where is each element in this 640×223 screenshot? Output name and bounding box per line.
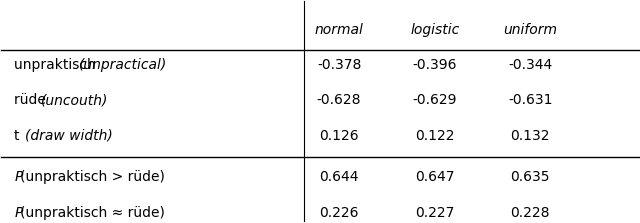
Text: normal: normal: [315, 23, 364, 37]
Text: 0.126: 0.126: [319, 129, 359, 143]
Text: 0.122: 0.122: [415, 129, 454, 143]
Text: -0.629: -0.629: [412, 93, 457, 107]
Text: t: t: [14, 129, 24, 143]
Text: unpraktisch: unpraktisch: [14, 58, 100, 72]
Text: -0.344: -0.344: [508, 58, 552, 72]
Text: -0.378: -0.378: [317, 58, 362, 72]
Text: 0.226: 0.226: [319, 206, 359, 220]
Text: -0.396: -0.396: [412, 58, 457, 72]
Text: 0.132: 0.132: [511, 129, 550, 143]
Text: -0.631: -0.631: [508, 93, 552, 107]
Text: 0.647: 0.647: [415, 170, 454, 184]
Text: (draw width): (draw width): [25, 129, 113, 143]
Text: 0.644: 0.644: [319, 170, 359, 184]
Text: P: P: [14, 170, 22, 184]
Text: (uncouth): (uncouth): [41, 93, 109, 107]
Text: P: P: [14, 206, 22, 220]
Text: (unpraktisch ≈ rüde): (unpraktisch ≈ rüde): [20, 206, 164, 220]
Text: rüde: rüde: [14, 93, 51, 107]
Text: 0.635: 0.635: [511, 170, 550, 184]
Text: 0.227: 0.227: [415, 206, 454, 220]
Text: logistic: logistic: [410, 23, 460, 37]
Text: uniform: uniform: [503, 23, 557, 37]
Text: -0.628: -0.628: [317, 93, 362, 107]
Text: (unpraktisch > rüde): (unpraktisch > rüde): [20, 170, 164, 184]
Text: (unpractical): (unpractical): [79, 58, 168, 72]
Text: 0.228: 0.228: [511, 206, 550, 220]
